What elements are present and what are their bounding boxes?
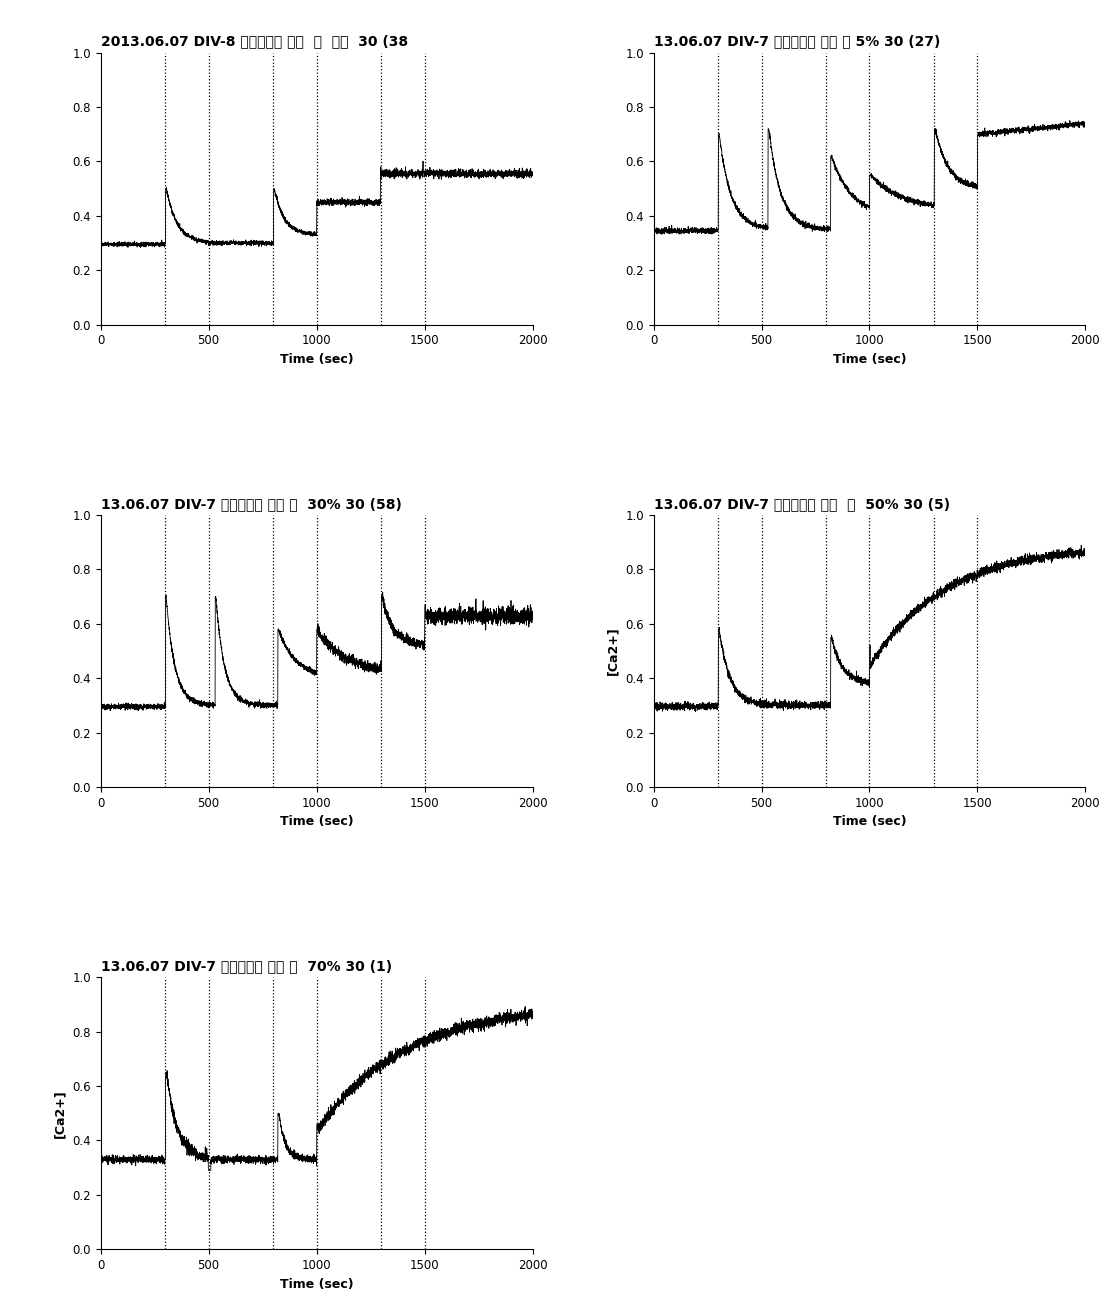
Y-axis label: [Ca2+]: [Ca2+] <box>606 626 620 676</box>
X-axis label: Time (sec): Time (sec) <box>833 352 906 366</box>
Text: 13.06.07 DIV-7 비타민나무 강원 잎  30% 30 (58): 13.06.07 DIV-7 비타민나무 강원 잎 30% 30 (58) <box>101 497 402 512</box>
X-axis label: Time (sec): Time (sec) <box>280 1278 354 1290</box>
Text: 13.06.07 DIV-7 비타민나무 강원 잎  70% 30 (1): 13.06.07 DIV-7 비타민나무 강원 잎 70% 30 (1) <box>101 960 392 973</box>
X-axis label: Time (sec): Time (sec) <box>833 815 906 828</box>
Text: 13.06.07 DIV-7 비타민나무 강원 잎 5% 30 (27): 13.06.07 DIV-7 비타민나무 강원 잎 5% 30 (27) <box>653 34 940 49</box>
X-axis label: Time (sec): Time (sec) <box>280 352 354 366</box>
Text: 2013.06.07 DIV-8 비타민나무 강원  잎  열수  30 (38: 2013.06.07 DIV-8 비타민나무 강원 잎 열수 30 (38 <box>101 34 407 49</box>
Text: 13.06.07 DIV-7 비타민나무 강원  잎  50% 30 (5): 13.06.07 DIV-7 비타민나무 강원 잎 50% 30 (5) <box>653 497 950 512</box>
X-axis label: Time (sec): Time (sec) <box>280 815 354 828</box>
Y-axis label: [Ca2+]: [Ca2+] <box>54 1089 67 1137</box>
